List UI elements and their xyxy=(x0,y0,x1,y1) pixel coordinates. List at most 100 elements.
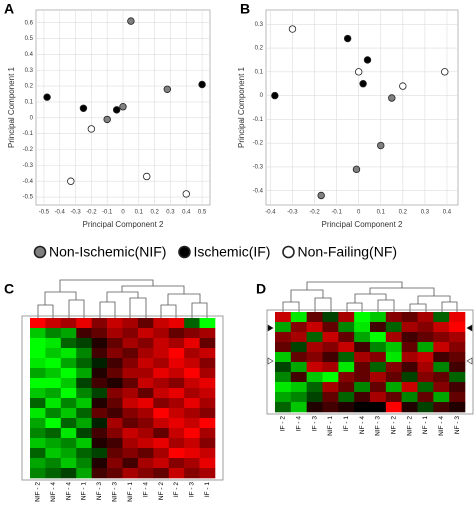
heatmap-cell xyxy=(354,312,371,323)
heatmap-cell xyxy=(290,362,307,373)
panel-letter: A xyxy=(4,1,14,17)
heatmap-cell xyxy=(322,372,339,383)
heatmap-cell xyxy=(370,342,387,353)
heatmap-cell xyxy=(30,418,46,429)
heatmap-cell xyxy=(168,398,185,409)
heatmap-cell xyxy=(107,358,123,369)
heatmap-cell xyxy=(401,322,418,333)
heatmap-cell xyxy=(168,378,185,389)
heatmap-cell xyxy=(76,398,92,409)
heatmap-cell xyxy=(433,392,450,403)
column-label: IF - 1 xyxy=(343,416,350,432)
heatmap-cell xyxy=(91,388,108,399)
heatmap-cell xyxy=(122,468,139,479)
heatmap-cell xyxy=(275,402,292,413)
heatmap-cell xyxy=(306,382,323,393)
heatmap-cell xyxy=(184,378,200,389)
legend-label: Non-Ischemic(NIF) xyxy=(49,244,166,260)
heatmap-cell xyxy=(199,438,216,449)
y-tick-label: -0.3 xyxy=(23,163,34,169)
heatmap-cell xyxy=(60,318,77,329)
column-label: IF - 1 xyxy=(204,482,211,498)
heatmap-cell xyxy=(91,468,108,479)
column-label: NIF - 1 xyxy=(127,482,134,502)
heatmap-cell xyxy=(45,458,62,469)
heatmap-cell xyxy=(433,322,450,333)
heatmap-cell xyxy=(153,468,170,479)
heatmap-cell xyxy=(91,458,108,469)
y-tick-label: 0 xyxy=(30,115,34,121)
heatmap-cell xyxy=(30,318,46,329)
y-tick-label: -0.5 xyxy=(23,195,34,201)
heatmap-frame xyxy=(266,309,474,415)
heatmap-cell xyxy=(199,378,216,389)
heatmap-cell xyxy=(370,392,387,403)
heatmap-cell xyxy=(91,358,108,369)
heatmap-cell xyxy=(91,338,108,349)
heatmap-cell xyxy=(122,438,139,449)
heatmap-cell xyxy=(91,418,108,429)
y-tick-label: -0.1 xyxy=(253,117,264,123)
heatmap-cell xyxy=(199,328,216,339)
heatmap-cell xyxy=(370,322,387,333)
dendrogram-d xyxy=(282,281,458,312)
heatmap-cell xyxy=(107,408,123,419)
heatmap-cell xyxy=(76,468,92,479)
x-axis-title: Principal Component 2 xyxy=(83,220,164,229)
heatmap-cell xyxy=(30,328,46,339)
heatmap-cell xyxy=(60,348,77,359)
heatmap-cell xyxy=(338,312,355,323)
x-tick-label: -0.1 xyxy=(331,210,342,216)
heatmap-cell xyxy=(153,428,170,439)
heatmap-cell xyxy=(153,418,170,429)
heatmap-cell xyxy=(417,332,434,343)
x-tick-label: 0.1 xyxy=(135,210,144,216)
heatmap-cell xyxy=(385,352,402,363)
heatmap-cell xyxy=(107,388,123,399)
row-marker xyxy=(267,357,274,365)
heatmap-cell xyxy=(275,332,292,343)
heatmap-cell xyxy=(184,458,200,469)
heatmap-cell xyxy=(30,388,46,399)
heatmap-cell xyxy=(290,342,307,353)
point xyxy=(127,17,135,25)
dendrogram-c xyxy=(37,279,208,318)
heatmap-cell xyxy=(153,398,170,409)
heatmap-cell xyxy=(107,328,123,339)
heatmap-cell xyxy=(107,418,123,429)
legend-marker xyxy=(33,245,47,259)
heatmap-cell xyxy=(306,352,323,363)
heatmap-cell xyxy=(60,358,77,369)
heatmap-cell xyxy=(122,338,139,349)
x-tick-label: 0.3 xyxy=(421,210,430,216)
heatmap-cell xyxy=(91,318,108,329)
heatmap-cell xyxy=(60,468,77,479)
heatmap-cell xyxy=(322,322,339,333)
point xyxy=(119,103,127,111)
heatmap-cell xyxy=(306,402,323,413)
heatmap-cell xyxy=(168,358,185,369)
heatmap-cell xyxy=(45,448,62,459)
heatmap-cell xyxy=(184,418,200,429)
heatmap-cell xyxy=(168,418,185,429)
heatmap-cell xyxy=(60,428,77,439)
heatmap-cell xyxy=(449,402,466,413)
heatmap-cell xyxy=(290,312,307,323)
heatmap-cell xyxy=(30,338,46,349)
heatmap-cell xyxy=(370,372,387,383)
heatmap-cell xyxy=(91,368,108,379)
heatmap-cell xyxy=(199,358,216,369)
heatmap-cell xyxy=(417,342,434,353)
x-tick-label: 0.4 xyxy=(182,210,191,216)
heatmap-cell xyxy=(338,362,355,373)
heatmap-cell xyxy=(184,338,200,349)
heatmap-cell xyxy=(30,408,46,419)
heatmap-cell xyxy=(184,348,200,359)
heatmap-cell xyxy=(153,438,170,449)
heatmap-cell xyxy=(60,448,77,459)
heatmap-cell xyxy=(76,338,92,349)
heatmap-cell xyxy=(60,458,77,469)
point xyxy=(79,104,88,112)
heatmap-cell xyxy=(433,312,450,323)
heatmap-cell xyxy=(76,418,92,429)
